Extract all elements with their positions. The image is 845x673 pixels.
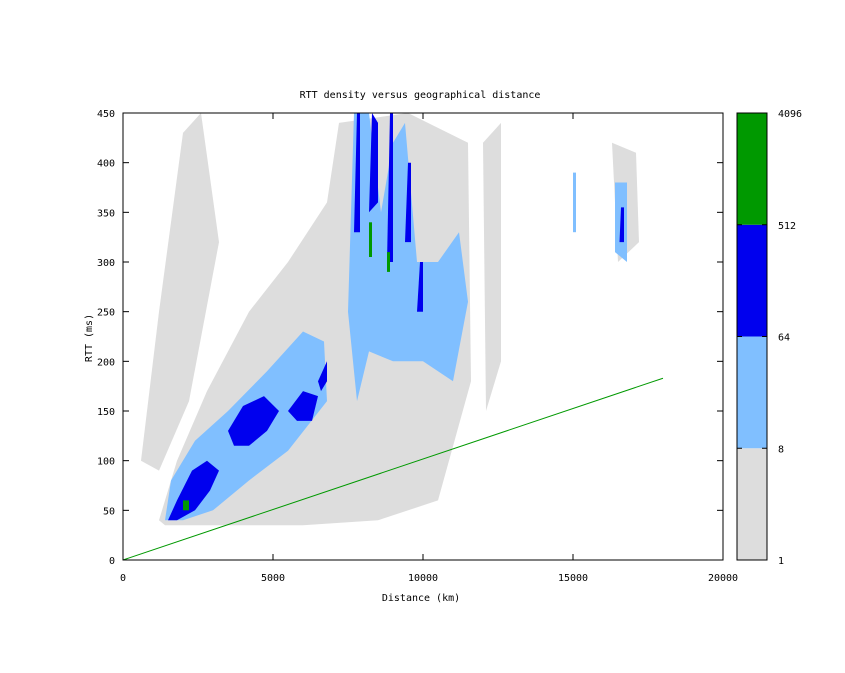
- x-tick-label: 0: [120, 573, 126, 584]
- x-tick-label: 5000: [261, 573, 285, 584]
- density-regions: [141, 113, 639, 526]
- y-axis: 0 50 100 150 200 250 300 350 400 450: [97, 109, 723, 567]
- y-tick-label: 50: [103, 506, 115, 517]
- colorbar-bin-1: [737, 336, 767, 449]
- reference-line: [122, 377, 664, 561]
- density-region-5: [348, 113, 468, 402]
- density-region-13: [369, 113, 378, 213]
- colorbar-bin-2: [737, 224, 767, 337]
- y-tick-label: 200: [97, 357, 115, 368]
- density-region-9: [228, 396, 279, 446]
- plot-area: 0 5000 10000 15000 20000 0 50 100 150 200 250 300 3…: [97, 109, 738, 584]
- x-axis-label: Distance (km): [382, 593, 460, 604]
- density-region-12: [354, 113, 360, 233]
- colorbar-bin-3: [737, 113, 767, 225]
- chart-title: RTT density versus geographical distance: [300, 90, 541, 101]
- colorbar-tick-label: 8: [778, 444, 784, 455]
- x-tick-label: 15000: [558, 573, 588, 584]
- y-tick-label: 450: [97, 109, 115, 120]
- y-tick-label: 100: [97, 457, 115, 468]
- y-tick-label: 400: [97, 159, 115, 170]
- density-region-17: [619, 207, 624, 243]
- colorbar-tick-label: 64: [778, 333, 790, 344]
- colorbar: 1 8 64 512 4096: [736, 109, 802, 567]
- density-region-10: [288, 391, 318, 421]
- colorbar-tick-label: 512: [778, 221, 796, 232]
- y-tick-label: 0: [109, 556, 115, 567]
- density-region-7: [573, 172, 576, 233]
- density-region-16: [417, 262, 423, 312]
- y-tick-label: 250: [97, 308, 115, 319]
- density-region-2: [483, 122, 501, 412]
- colorbar-tick-label: 1: [778, 556, 784, 567]
- density-region-11: [318, 361, 327, 392]
- colorbar-tick-label: 4096: [778, 109, 802, 120]
- x-axis: 0 5000 10000 15000 20000: [120, 113, 738, 584]
- density-region-19: [369, 222, 372, 257]
- density-region-15: [405, 162, 411, 243]
- density-region-1: [141, 113, 219, 471]
- density-region-18: [183, 500, 189, 511]
- x-tick-label: 20000: [708, 573, 738, 584]
- y-tick-label: 150: [97, 407, 115, 418]
- y-tick-label: 300: [97, 258, 115, 269]
- density-region-14: [387, 113, 393, 262]
- x-tick-label: 10000: [408, 573, 438, 584]
- colorbar-bin-0: [737, 448, 767, 560]
- y-axis-label: RTT (ms): [84, 314, 95, 362]
- density-region-8: [168, 460, 219, 521]
- y-tick-label: 350: [97, 208, 115, 219]
- density-region-20: [387, 252, 390, 272]
